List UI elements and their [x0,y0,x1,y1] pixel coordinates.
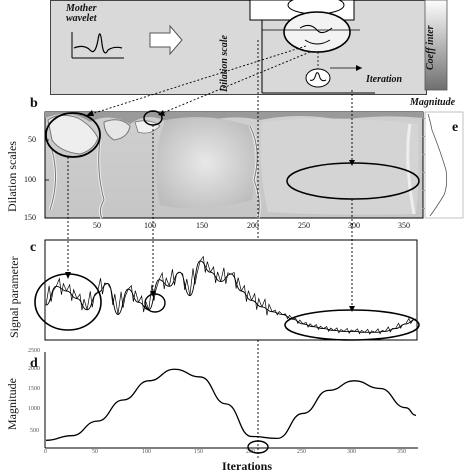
panel-d-xtick-5: 200 [246,449,255,455]
signal-segment [302,321,314,328]
panel-b-xtick-2: 100 [144,221,156,230]
panel-b-xtick-7: 350 [398,221,410,230]
panel-d-ytick-4: 1000 [28,406,40,412]
signal-segment [333,327,345,334]
panel-d-xlabel: Iterations [222,459,272,473]
mother-wavelet-sketch [71,32,124,59]
signal-segment [55,277,67,295]
signal-segment [364,328,376,335]
signal-segment [251,292,263,310]
signal-segment [45,285,57,306]
signal-segment [240,284,252,302]
signal-segment [86,291,98,310]
panel-d-xtick-4: 150 [194,449,203,455]
wavelet-scale-box [249,0,375,94]
panel-d-letter: d [30,356,38,371]
panel-b-xtick-5: 250 [298,221,310,230]
signal-segment [230,272,242,292]
signal-segment [210,265,222,283]
signal-segment [107,283,119,315]
signal-series [45,255,417,335]
panel-b-ytick-1: 50 [28,135,36,144]
signal-segment [148,279,160,310]
signal-segment [261,297,273,316]
signal-segment [76,293,88,311]
panel-b-xtick-3: 150 [196,221,208,230]
panel-b-xtick-6: 300 [348,221,360,230]
panel-d-xtick-7: 300 [347,449,356,455]
panel-e-title: Magnitude [410,97,456,108]
panel-d-xtick-6: 250 [297,449,306,455]
panel-d-xtick-3: 100 [142,449,151,455]
panel-e-letter: e [452,120,459,135]
magnitude-series [45,368,417,441]
signal-segment [395,322,406,329]
signal-segment [384,326,396,333]
signal-segment [282,313,293,320]
signal-segment [66,283,78,301]
panel-b-xtick-1: 50 [93,221,101,230]
signal-segment [127,284,139,303]
panel-d-xtick-2: 50 [92,449,98,455]
panel-b-ytick-3: 150 [24,213,36,222]
iteration-label: Iteration [366,74,403,85]
panel-d-xtick-8: 350 [397,449,406,455]
signal-segment [313,324,324,331]
panel-d-xtick-1: 0 [44,449,47,455]
signal-segment [292,318,304,325]
signal-segment [138,294,150,313]
signal-segment [354,328,365,335]
panel-b-ytick-2: 100 [24,175,36,184]
block-arrow-icon [149,24,183,56]
panel-d-ytick-2: 2000 [28,366,40,372]
signal-segment [199,255,211,273]
signal-segment [323,326,334,333]
panel-b-letter: b [30,96,38,111]
panel-d-ytick-1: 2500 [28,348,40,354]
panel-d-ytick-5: 500 [30,428,39,434]
magnitude-line [45,368,417,441]
signal-segment [189,260,201,296]
mother-wavelet-label: Mother wavelet [66,3,97,24]
signal-segment [374,328,386,335]
signal-segment [158,271,170,290]
signal-segment [343,327,355,334]
colorbar [424,0,448,91]
signal-segment [179,271,191,296]
panel-c-letter: c [30,240,37,255]
signal-segment [168,269,180,287]
signal-segment [117,288,129,315]
panel-b-xtick-4: 200 [247,221,259,230]
panel-d-ytick-3: 1500 [28,386,40,392]
signal-segment [271,309,283,316]
signal-segment [220,267,232,284]
signal-segment [97,278,108,295]
